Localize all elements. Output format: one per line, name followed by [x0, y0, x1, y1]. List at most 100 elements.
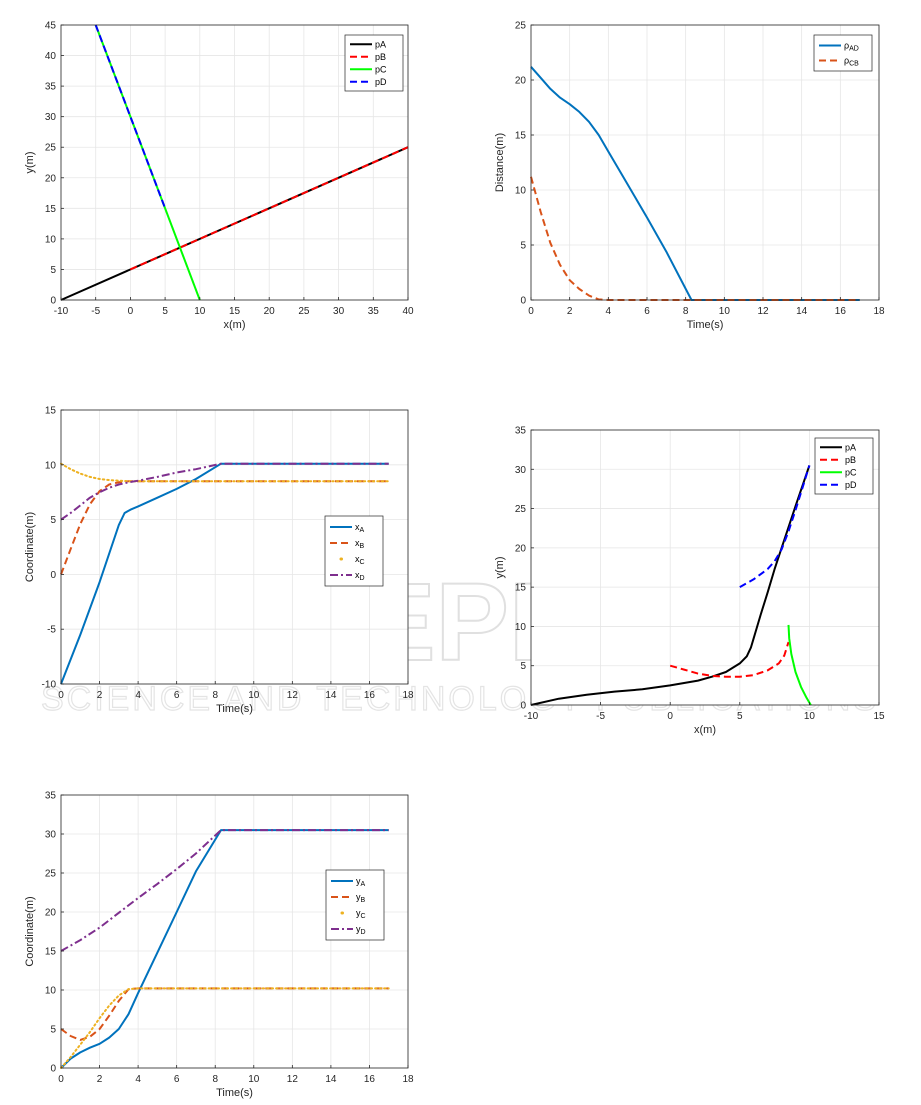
- chart-5-legend-label-yD: yD: [356, 924, 366, 936]
- chart-3-xtick-label-2: 4: [135, 690, 141, 701]
- chart-5-ytick-label-4: 20: [45, 908, 57, 919]
- chart-1-ytick-label-2: 10: [45, 234, 57, 245]
- chart-5-xtick-label-1: 2: [97, 1074, 103, 1085]
- chart-4-xtick-label-1: -5: [596, 711, 605, 722]
- chart-1-ytick-label-3: 15: [45, 204, 57, 215]
- chart-2-ytick-label-0: 0: [520, 296, 526, 307]
- chart-x-coordinates: 0 2 4 6 8 10 12 14 16 18 -10 -5 0 5 10 15 Time(s) Coordin…: [24, 406, 414, 716]
- chart-4-legend-label-pC: pC: [845, 467, 857, 477]
- chart-trajectory-formation: -10 -5 0 5 10 1505101520253035x(m)y(m)pApBpCp…: [494, 426, 885, 737]
- chart-5-series-yC-line: [60, 987, 390, 1069]
- chart-5-xtick-label-4: 8: [212, 1074, 218, 1085]
- chart-4-axes-box: [530, 429, 880, 706]
- chart-4-ytick-label-2: 10: [515, 622, 527, 633]
- chart-2-series-ρCB-line: [530, 176, 860, 301]
- chart-4-xtick-label-0: -10: [524, 711, 539, 722]
- chart-2-legend-label-ρAD: ρAD: [844, 41, 859, 53]
- chart-2-ytick-label-4: 20: [515, 76, 527, 87]
- chart-4-ytick-label-3: 15: [515, 583, 527, 594]
- chart-3-xtick-label-1: 2: [97, 690, 103, 701]
- chart-4-xlabel: x(m): [694, 724, 716, 736]
- chart-4-ytick-label-6: 30: [515, 465, 527, 476]
- chart-3-legend-label-xC: xC: [355, 554, 365, 566]
- chart-4-series-pD-line: [739, 465, 811, 588]
- chart-4-legend-label-pA: pA: [845, 442, 856, 452]
- chart-1-xtick-label-4: 10: [194, 306, 206, 317]
- chart-4-xtick-label-4: 10: [804, 711, 816, 722]
- chart-4-series-pB-line: [669, 641, 790, 678]
- chart-2-xtick-label-4: 8: [683, 306, 689, 317]
- chart-2-xtick-label-7: 14: [796, 306, 808, 317]
- chart-1-xtick-label-1: -5: [91, 306, 100, 317]
- chart-3-ytick-label-2: 0: [50, 570, 56, 581]
- chart-5-ytick-label-7: 35: [45, 791, 57, 802]
- chart-3-ytick-label-4: 10: [45, 460, 57, 471]
- chart-3-xtick-label-6: 12: [287, 690, 299, 701]
- chart-5-xtick-label-8: 16: [364, 1074, 376, 1085]
- chart-2-xtick-label-9: 18: [873, 306, 885, 317]
- chart-5-xtick-label-3: 6: [174, 1074, 180, 1085]
- chart-2-xtick-label-3: 6: [644, 306, 650, 317]
- chart-3-xtick-label-9: 18: [402, 690, 414, 701]
- chart-trajectory-initial: -10 -5 0 5 10 15 20 25 30 35 40 0 5 10 15 20 25 30 35 40 45 x…: [24, 21, 414, 332]
- chart-2-xtick-label-2: 4: [606, 306, 612, 317]
- chart-2-xtick-label-5: 10: [719, 306, 731, 317]
- chart-5-xlabel: Time(s): [216, 1087, 253, 1099]
- chart-5-ytick-label-6: 30: [45, 830, 57, 841]
- chart-1-xtick-label-0: -10: [54, 306, 69, 317]
- chart-2-xtick-label-0: 0: [528, 306, 534, 317]
- chart-1-xtick-label-10: 40: [402, 306, 414, 317]
- chart-3-legend-label-xB: xB: [355, 538, 365, 550]
- chart-3-xtick-label-7: 14: [325, 690, 337, 701]
- chart-4-ytick-label-7: 35: [515, 426, 527, 437]
- chart-1-legend-label-pC: pC: [375, 64, 387, 74]
- chart-5-xtick-label-6: 12: [287, 1074, 299, 1085]
- chart-3-xtick-label-3: 6: [174, 690, 180, 701]
- chart-2-xtick-label-1: 2: [567, 306, 573, 317]
- chart-3-xtick-label-0: 0: [58, 690, 64, 701]
- chart-3-ytick-label-1: -5: [47, 625, 56, 636]
- chart-5-legend-label-yB: yB: [356, 892, 366, 904]
- chart-1-ytick-label-7: 35: [45, 82, 57, 93]
- chart-1-ytick-label-9: 45: [45, 21, 57, 32]
- chart-3-ylabel: Coordinate(m): [24, 512, 36, 582]
- chart-2-xtick-label-6: 12: [757, 306, 769, 317]
- chart-2-ytick-label-5: 25: [515, 21, 527, 32]
- chart-5-xtick-label-7: 14: [325, 1074, 337, 1085]
- chart-2-axes-box: [530, 24, 880, 301]
- chart-distance: 0 2 4 6 8 10 12 14 16 18 0 5 10 15 20 25 Time(s) Distance…: [494, 21, 885, 332]
- chart-1-xtick-label-8: 30: [333, 306, 345, 317]
- chart-1-ytick-label-6: 30: [45, 112, 57, 123]
- chart-3-xtick-label-8: 16: [364, 690, 376, 701]
- chart-5-legend: yA yB yC yD: [325, 869, 385, 941]
- chart-5-xtick-label-0: 0: [58, 1074, 64, 1085]
- chart-2-xtick-label-8: 16: [835, 306, 847, 317]
- chart-4-ytick-label-4: 20: [515, 543, 527, 554]
- chart-1-xtick-label-6: 20: [264, 306, 276, 317]
- chart-1-ytick-label-0: 0: [50, 296, 56, 307]
- chart-3-legend: xA xB xC xD: [324, 515, 384, 587]
- chart-3-ytick-label-0: -10: [42, 680, 57, 691]
- chart-4-legend-label-pB: pB: [845, 455, 856, 465]
- chart-2-legend-label-ρCB: ρCB: [844, 56, 859, 68]
- chart-1-ytick-label-4: 20: [45, 173, 57, 184]
- chart-5-xtick-label-2: 4: [135, 1074, 141, 1085]
- chart-2-ytick-label-2: 10: [515, 186, 527, 197]
- chart-1-ylabel: y(m): [24, 152, 36, 174]
- chart-y-coordinates: 0 2 4 6 8 10 12 14 16 18 0 5 10 15 20 25 30 35 Time(s) Coor…: [24, 791, 414, 1100]
- chart-1-xtick-label-2: 0: [128, 306, 134, 317]
- chart-1-xtick-label-9: 35: [368, 306, 380, 317]
- chart-5-ytick-label-2: 10: [45, 986, 57, 997]
- chart-3-axes-box: [60, 409, 409, 685]
- chart-2-ytick-label-1: 5: [520, 241, 526, 252]
- chart-5-xtick-label-9: 18: [402, 1074, 414, 1085]
- chart-1-xtick-label-3: 5: [162, 306, 168, 317]
- chart-4-ytick-label-0: 0: [520, 701, 526, 712]
- chart-4-series-pC-line: [787, 624, 812, 706]
- chart-1-ytick-label-8: 40: [45, 51, 57, 62]
- chart-5-ytick-label-3: 15: [45, 947, 57, 958]
- chart-1-legend-label-pD: pD: [375, 77, 387, 87]
- chart-4-ylabel: y(m): [494, 557, 506, 579]
- chart-1-series-pB-line: [129, 146, 409, 271]
- chart-4-ytick-label-5: 25: [515, 504, 527, 515]
